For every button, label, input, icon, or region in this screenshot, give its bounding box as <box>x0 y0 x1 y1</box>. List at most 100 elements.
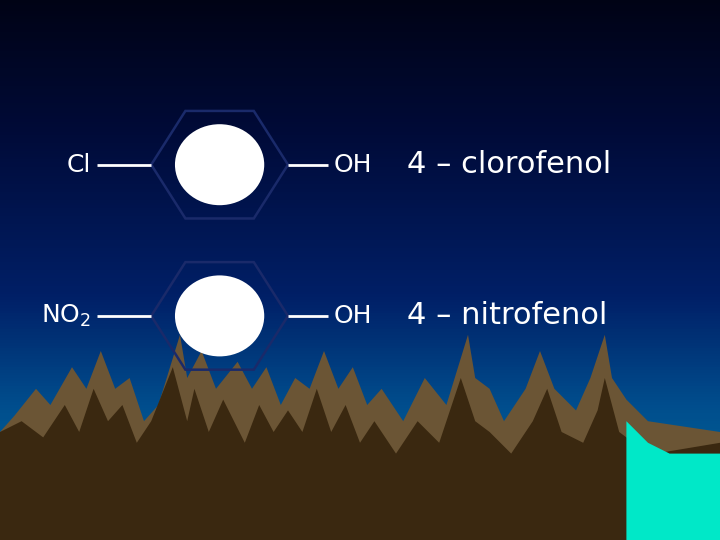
Bar <box>0 70 720 73</box>
Bar <box>0 489 720 491</box>
Bar <box>0 22 720 24</box>
Bar <box>0 284 720 286</box>
Bar <box>0 16 720 19</box>
Bar <box>0 270 720 273</box>
Bar <box>0 397 720 400</box>
Bar <box>0 510 720 513</box>
Bar <box>0 359 720 362</box>
Bar <box>0 43 720 46</box>
Bar <box>0 238 720 240</box>
Bar <box>0 321 720 324</box>
Bar <box>0 348 720 351</box>
Bar <box>0 8 720 11</box>
Bar <box>0 310 720 313</box>
Bar <box>0 319 720 321</box>
Bar <box>0 305 720 308</box>
Bar <box>0 24 720 27</box>
Bar <box>0 219 720 221</box>
Bar <box>0 19 720 22</box>
Bar <box>0 497 720 500</box>
Bar <box>0 491 720 494</box>
Bar <box>0 429 720 432</box>
Bar <box>0 154 720 157</box>
Bar <box>0 205 720 208</box>
Bar <box>0 308 720 310</box>
Bar <box>0 513 720 516</box>
Ellipse shape <box>175 124 264 205</box>
Bar <box>0 381 720 383</box>
Bar <box>0 472 720 475</box>
Bar <box>0 157 720 159</box>
Bar <box>0 464 720 467</box>
Bar <box>0 456 720 459</box>
Bar <box>0 521 720 524</box>
Bar <box>0 246 720 248</box>
Bar <box>0 94 720 97</box>
Bar <box>0 302 720 305</box>
Bar <box>0 400 720 402</box>
Bar <box>0 200 720 202</box>
Bar <box>0 451 720 454</box>
Bar <box>0 167 720 170</box>
Bar <box>0 213 720 216</box>
Bar <box>0 367 720 370</box>
Bar <box>0 343 720 346</box>
Bar <box>0 483 720 486</box>
Bar <box>0 224 720 227</box>
Bar <box>0 235 720 238</box>
Bar <box>0 470 720 472</box>
Bar <box>0 481 720 483</box>
Bar <box>0 386 720 389</box>
Bar <box>0 254 720 256</box>
Bar <box>0 194 720 197</box>
Text: Cl: Cl <box>67 153 91 177</box>
Bar <box>0 89 720 92</box>
Bar <box>0 389 720 392</box>
Bar <box>0 500 720 502</box>
Bar <box>0 518 720 521</box>
Bar <box>0 11 720 14</box>
Bar <box>0 502 720 505</box>
Bar <box>0 446 720 448</box>
Bar <box>0 354 720 356</box>
Bar <box>0 427 720 429</box>
Bar <box>0 230 720 232</box>
Bar <box>0 159 720 162</box>
Bar <box>0 108 720 111</box>
Bar <box>0 184 720 186</box>
Bar <box>0 278 720 281</box>
Bar <box>0 413 720 416</box>
Bar <box>0 140 720 143</box>
Bar <box>0 408 720 410</box>
Bar <box>0 119 720 122</box>
Bar <box>0 49 720 51</box>
Bar <box>0 86 720 89</box>
Bar <box>0 273 720 275</box>
Bar <box>0 281 720 284</box>
Bar <box>0 267 720 270</box>
Bar <box>0 535 720 537</box>
Bar <box>0 494 720 497</box>
Bar <box>0 92 720 94</box>
Bar <box>0 265 720 267</box>
Bar <box>0 329 720 332</box>
Bar <box>0 216 720 219</box>
Bar <box>0 232 720 235</box>
Bar <box>0 170 720 173</box>
Bar <box>0 448 720 451</box>
Bar <box>0 3 720 5</box>
Bar <box>0 300 720 302</box>
Bar <box>0 394 720 397</box>
Bar <box>0 165 720 167</box>
Bar <box>0 132 720 135</box>
Bar <box>0 373 720 375</box>
Bar <box>0 227 720 229</box>
Bar <box>0 516 720 518</box>
Bar <box>0 122 720 124</box>
Bar <box>0 124 720 127</box>
Bar <box>0 256 720 259</box>
Bar <box>0 130 720 132</box>
Bar <box>0 151 720 154</box>
Bar <box>0 486 720 489</box>
Bar <box>0 454 720 456</box>
